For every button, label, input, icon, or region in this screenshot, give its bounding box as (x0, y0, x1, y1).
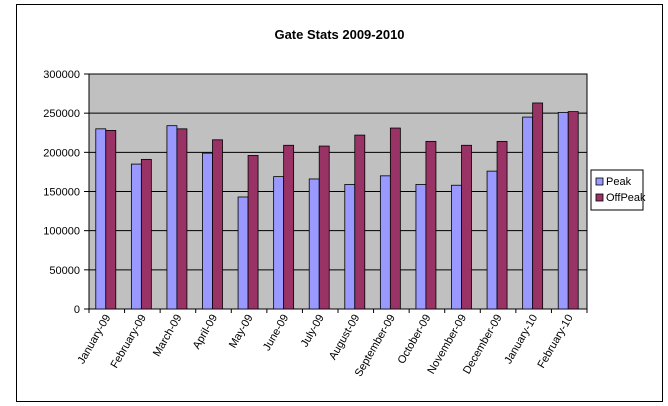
x-tick-label: January-10 (502, 313, 540, 367)
legend-label-offpeak: OffPeak (606, 192, 646, 204)
bar-offpeak (283, 144, 295, 310)
bar-peak (522, 116, 534, 310)
x-tick-label: October-09 (396, 313, 434, 367)
x-tick-label: December-09 (461, 312, 505, 376)
bar-offpeak (425, 140, 437, 310)
bar-offpeak (354, 134, 366, 310)
bar-offpeak (567, 111, 579, 310)
x-tick-label: February-09 (109, 313, 149, 371)
bar-peak (202, 152, 213, 310)
bar-offpeak (389, 127, 401, 310)
legend-label-peak: Peak (606, 176, 632, 188)
bar-offpeak (176, 128, 188, 310)
y-tick-label: 200000 (43, 147, 80, 159)
y-tick-label: 150000 (43, 187, 80, 199)
chart-title: Gate Stats 2009-2010 (274, 27, 405, 42)
bar-peak (237, 196, 249, 310)
legend (590, 169, 644, 211)
bar-offpeak (105, 129, 117, 310)
bar-peak (130, 163, 142, 310)
x-tick-label: January-09 (75, 313, 113, 367)
bar-offpeak (496, 140, 508, 310)
bar-peak (273, 176, 285, 310)
x-tick-label: February-10 (535, 313, 575, 371)
bar-offpeak (212, 139, 223, 310)
bar-peak (166, 125, 178, 310)
bar-peak (308, 178, 320, 310)
legend-swatch-peak (595, 177, 604, 186)
x-tick-label: June-09 (261, 313, 291, 353)
y-tick-label: 100000 (43, 226, 80, 238)
bar-peak (557, 111, 569, 310)
bar-offpeak (532, 102, 544, 310)
bar-offpeak (461, 144, 472, 310)
bar-offpeak (318, 145, 330, 310)
legend-swatch-offpeak (595, 193, 604, 202)
bar-peak (415, 184, 427, 310)
bar-peak (379, 175, 391, 310)
y-tick-label: 50000 (49, 265, 80, 277)
bar-peak (486, 170, 498, 310)
y-tick-label: 250000 (43, 108, 80, 120)
y-tick-label: 300000 (43, 69, 80, 81)
bar-offpeak (247, 155, 259, 310)
x-tick-label: July-09 (299, 313, 327, 350)
x-tick-label: May-09 (227, 313, 256, 351)
y-tick-label: 0 (74, 304, 80, 316)
bar-peak (451, 184, 462, 310)
bar-peak (344, 184, 356, 310)
bar-peak (95, 128, 107, 310)
bar-offpeak (140, 158, 152, 310)
x-tick-label: August-09 (327, 313, 362, 362)
x-tick-label: March-09 (151, 313, 185, 359)
x-tick-label: April-09 (191, 313, 220, 352)
